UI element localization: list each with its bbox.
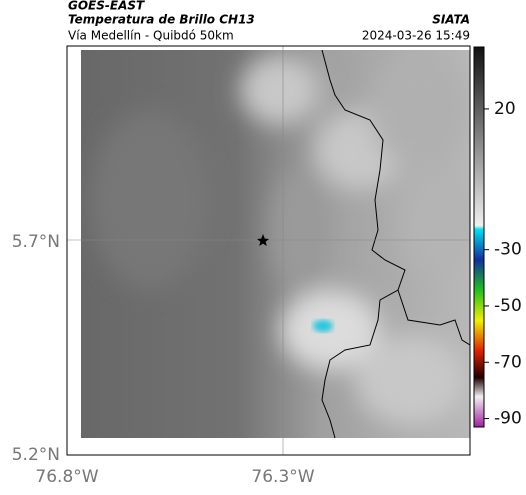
lon-label: 76.3°W xyxy=(251,467,314,487)
datetime: 2024-03-26 15:49 xyxy=(362,29,470,43)
city-marker xyxy=(257,234,269,246)
colorbar-tick-label: -50 xyxy=(494,296,522,316)
colorbar-tick-label: -90 xyxy=(494,409,522,429)
border xyxy=(321,50,406,438)
source: SIATA xyxy=(432,13,470,27)
colorbar-tick-label: -30 xyxy=(494,240,522,260)
lat-label: 5.7°N xyxy=(12,232,60,252)
location: Vía Medellín - Quibdó 50km xyxy=(68,29,234,43)
border xyxy=(397,289,470,346)
lat-label: 5.2°N xyxy=(12,445,60,465)
colorbar-tick-label: -70 xyxy=(494,352,522,372)
lon-label: 76.8°W xyxy=(35,467,98,487)
map-frame xyxy=(66,45,471,456)
colorbar xyxy=(473,46,485,428)
satellite-image xyxy=(81,50,470,438)
subtitle: Temperatura de Brillo CH13 xyxy=(68,13,255,27)
colorbar-tick-label: 20 xyxy=(494,99,516,119)
cold-cloud xyxy=(313,320,333,332)
title: GOES-EAST xyxy=(68,0,145,13)
